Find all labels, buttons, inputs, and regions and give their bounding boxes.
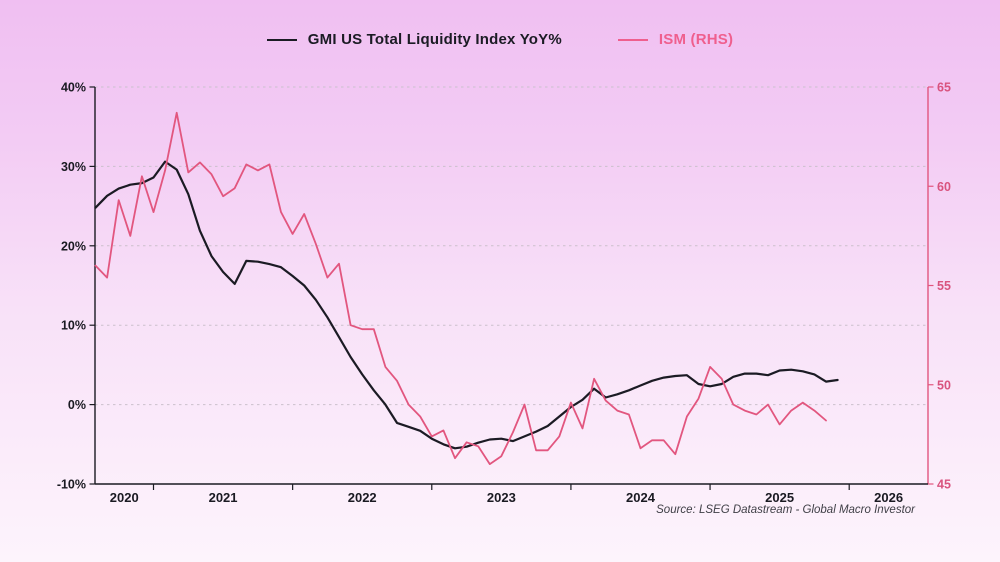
svg-text:-10%: -10% — [57, 478, 86, 492]
chart-legend: GMI US Total Liquidity Index YoY% ISM (R… — [0, 31, 1000, 48]
liquidity-line-swatch-icon — [266, 38, 297, 41]
ism-line-swatch-icon — [617, 38, 648, 41]
y-axis-left: 40% 30% 20% 10% 0% -10% — [57, 81, 96, 492]
svg-text:20%: 20% — [61, 239, 86, 253]
legend-item-ism: ISM (RHS) — [617, 31, 734, 48]
svg-text:55: 55 — [937, 279, 951, 293]
svg-text:30%: 30% — [61, 160, 86, 174]
svg-text:2026: 2026 — [874, 490, 903, 505]
ism-series-line — [94, 111, 827, 466]
x-axis: 2020 2021 2022 2023 2024 2025 2026 — [95, 483, 928, 505]
svg-text:40%: 40% — [61, 81, 86, 95]
svg-text:2025: 2025 — [765, 490, 794, 505]
series-lines — [94, 111, 839, 466]
liquidity-series-line — [94, 160, 839, 450]
svg-text:0%: 0% — [68, 398, 86, 412]
svg-text:2020: 2020 — [110, 490, 139, 505]
svg-text:2024: 2024 — [626, 490, 656, 505]
legend-item-liquidity: GMI US Total Liquidity Index YoY% — [266, 31, 562, 48]
svg-text:60: 60 — [937, 180, 951, 194]
gridlines — [95, 86, 928, 406]
svg-text:45: 45 — [937, 478, 951, 492]
legend-label-liquidity: GMI US Total Liquidity Index YoY% — [307, 31, 562, 48]
svg-text:10%: 10% — [61, 319, 86, 333]
legend-label-ism: ISM (RHS) — [658, 31, 734, 48]
svg-text:50: 50 — [937, 378, 951, 392]
y-axis-right: 65 60 55 50 45 — [927, 81, 951, 492]
svg-text:2021: 2021 — [209, 490, 238, 505]
svg-text:2022: 2022 — [348, 490, 377, 505]
svg-text:2023: 2023 — [487, 490, 516, 505]
source-note: Source: LSEG Datastream - Global Macro I… — [656, 504, 915, 516]
svg-text:65: 65 — [937, 81, 951, 95]
